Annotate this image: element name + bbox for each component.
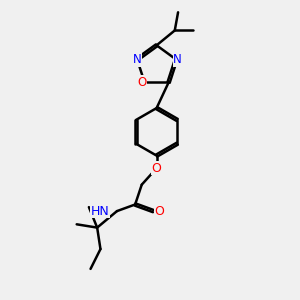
Text: O: O xyxy=(152,162,161,175)
Text: O: O xyxy=(137,76,147,89)
Text: N: N xyxy=(133,53,142,66)
Text: N: N xyxy=(173,53,182,66)
Text: O: O xyxy=(154,205,164,218)
Text: HN: HN xyxy=(91,205,110,218)
